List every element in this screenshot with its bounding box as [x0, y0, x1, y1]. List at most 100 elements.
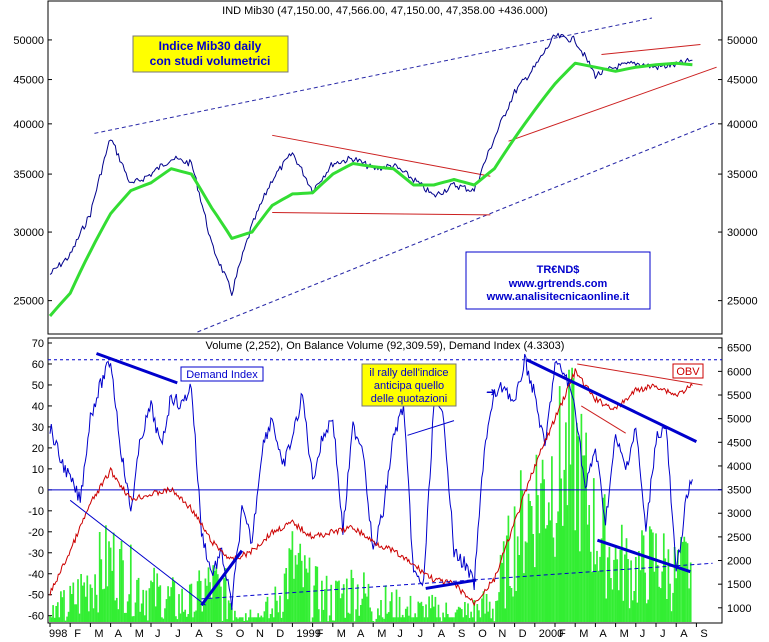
- month-label-32: S: [700, 628, 707, 640]
- demand-tick-7: 0: [38, 485, 44, 497]
- month-label-10: N: [256, 628, 264, 640]
- demand-tick-8: -10: [28, 506, 44, 518]
- month-label-27: A: [599, 628, 607, 640]
- volume-panel-title: Volume (2,252), On Balance Volume (92,30…: [206, 340, 565, 352]
- price-tick-right-4: 45000: [727, 75, 758, 87]
- rally-note-line2: anticipa quello: [374, 380, 444, 392]
- price-tick-right-2: 35000: [727, 169, 758, 181]
- price-tick-left-3: 40000: [13, 119, 44, 131]
- volume-trendline-3: [407, 420, 455, 436]
- price-trendline-0: [94, 17, 653, 134]
- arrow-icon: ➜: [486, 385, 496, 399]
- obv-tick-8: 2500: [727, 532, 751, 544]
- obv-tick-3: 5000: [727, 414, 751, 426]
- trends-logo-text: TR€ND$: [537, 264, 580, 276]
- price-tick-right-5: 50000: [727, 35, 758, 47]
- month-label-23: D: [519, 628, 527, 640]
- price-tick-left-2: 35000: [13, 169, 44, 181]
- demand-tick-13: -60: [28, 611, 44, 623]
- obv-tick-5: 4000: [727, 461, 751, 473]
- volume-trendline-5: [526, 358, 698, 443]
- month-label-8: S: [216, 628, 223, 640]
- volume-trendlines: [69, 352, 713, 607]
- trends-url-2: www.analisitecnicaonline.it: [486, 291, 630, 303]
- volume-trendline-8: [577, 363, 703, 386]
- month-label-5: J: [155, 628, 161, 640]
- month-label-7: A: [195, 628, 203, 640]
- chart-title-box: Indice Mib30 daily con studi volumetrici: [132, 35, 289, 73]
- price-panel-title: IND Mib30 (47,150.00, 47,566.00, 47,150.…: [222, 5, 548, 17]
- demand-tick-10: -30: [28, 548, 44, 560]
- demand-index-label-box: Demand Index: [180, 366, 264, 382]
- price-trendline-5: [508, 66, 717, 142]
- moving-average-line: [48, 61, 693, 317]
- rally-note-line3: delle quotazioni: [371, 393, 447, 405]
- obv-tick-4: 4500: [727, 437, 751, 449]
- month-label-2: M: [94, 628, 103, 640]
- obv-tick-11: 1000: [727, 603, 751, 615]
- price-tick-left-1: 30000: [13, 227, 44, 239]
- month-label-3: A: [115, 628, 123, 640]
- volume-trendline-6: [596, 538, 691, 574]
- chart-title-line2: con studi volumetrici: [150, 54, 271, 68]
- price-tick-left-4: 45000: [13, 75, 44, 87]
- month-label-29: J: [640, 628, 646, 640]
- month-label-14: M: [337, 628, 346, 640]
- volume-trendline-1: [69, 499, 206, 606]
- demand-index-label: Demand Index: [186, 369, 258, 381]
- volume-trendline-9: [580, 405, 626, 434]
- month-label-1: F: [74, 628, 81, 640]
- price-tick-right-0: 25000: [727, 296, 758, 308]
- month-label-21: O: [478, 628, 487, 640]
- demand-tick-6: 10: [32, 464, 44, 476]
- demand-tick-9: -20: [28, 527, 44, 539]
- month-label-19: A: [438, 628, 446, 640]
- month-label-18: J: [418, 628, 424, 640]
- price-tick-left-0: 25000: [13, 296, 44, 308]
- month-label-9: O: [236, 628, 245, 640]
- month-label-0: 998: [49, 628, 67, 640]
- month-label-24: 2000: [539, 628, 563, 640]
- month-label-25: F: [559, 628, 566, 640]
- demand-tick-11: -40: [28, 569, 44, 581]
- month-label-12: 1999: [296, 628, 320, 640]
- volume-axis-ticks: 70 60 50 40 30 20 10 0 -10 -20 -30 -40 -50 -60 6500 600…: [28, 338, 751, 623]
- trends-url-1: www.grtrends.com: [508, 278, 608, 290]
- obv-label: OBV: [676, 366, 700, 378]
- obv-tick-10: 1500: [727, 579, 751, 591]
- price-trendlines: [94, 17, 717, 333]
- month-label-4: M: [135, 628, 144, 640]
- chart-title-line1: Indice Mib30 daily: [159, 39, 262, 53]
- month-label-11: D: [276, 628, 284, 640]
- demand-index-line: [49, 353, 693, 611]
- volume-bars: [49, 367, 692, 622]
- obv-tick-2: 5500: [727, 390, 751, 402]
- demand-tick-0: 70: [32, 338, 44, 350]
- volume-trendline-0: [95, 352, 178, 385]
- rally-note-line1: il rally dell'indice: [369, 367, 448, 379]
- month-label-31: A: [680, 628, 688, 640]
- price-tick-right-3: 40000: [727, 119, 758, 131]
- month-label-22: N: [498, 628, 506, 640]
- price-axis-ticks: 25000 25000 30000 30000 35000 35000 40000 40000…: [13, 35, 757, 308]
- volume-trendline-7: [201, 562, 713, 600]
- month-label-20: S: [458, 628, 465, 640]
- price-trendline-2: [272, 134, 491, 177]
- obv-tick-1: 6000: [727, 366, 751, 378]
- price-tick-left-5: 50000: [13, 35, 44, 47]
- month-label-30: J: [660, 628, 666, 640]
- month-label-15: A: [357, 628, 365, 640]
- price-trendline-1: [197, 121, 717, 333]
- month-label-28: M: [620, 628, 629, 640]
- month-label-13: F: [317, 628, 324, 640]
- price-trendline-4: [601, 43, 701, 55]
- demand-tick-5: 20: [32, 443, 44, 455]
- price-trendline-3: [272, 212, 491, 216]
- demand-tick-3: 40: [32, 401, 44, 413]
- demand-tick-2: 50: [32, 380, 44, 392]
- obv-tick-9: 2000: [727, 556, 751, 568]
- month-label-6: J: [175, 628, 181, 640]
- demand-tick-12: -50: [28, 590, 44, 602]
